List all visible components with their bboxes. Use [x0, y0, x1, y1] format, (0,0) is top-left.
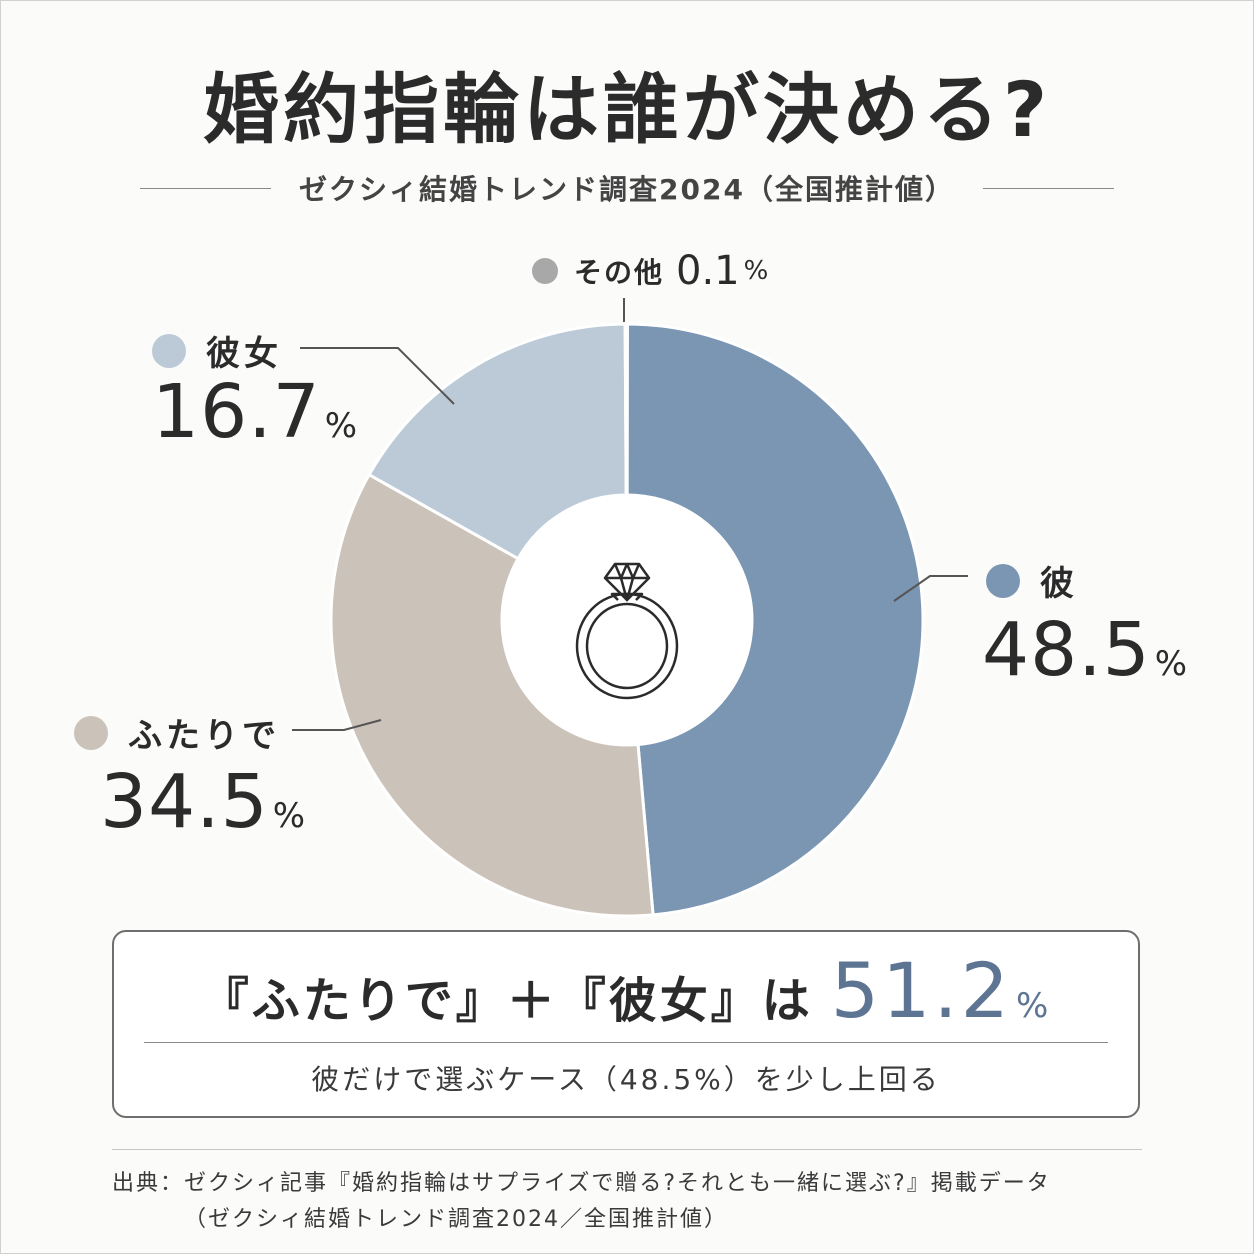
page-title: 婚約指輪は誰が決める? — [202, 65, 1052, 154]
category-kare: 彼 — [1040, 564, 1078, 604]
source-note: 出典：ゼクシィ記事『婚約指輪はサプライズで贈る?それとも一緒に選ぶ?』掲載データ… — [112, 1166, 1051, 1238]
legend-dot-other — [532, 258, 558, 284]
label-kanojo: 彼女 16.7% — [152, 326, 357, 455]
donut-hole — [502, 495, 752, 745]
source-line1: 出典：ゼクシィ記事『婚約指輪はサプライズで贈る?それとも一緒に選ぶ?』掲載データ — [112, 1171, 1051, 1196]
percent-sign-kanojo: % — [324, 406, 358, 446]
summary-line1: 『ふたりで』＋『彼女』は 51.2 % — [114, 946, 1138, 1035]
summary-prefix: 『ふたりで』＋『彼女』は — [200, 973, 813, 1029]
percent-sign-futaride: % — [272, 796, 306, 836]
subtitle-rule-left — [140, 187, 272, 189]
summary-box: 『ふたりで』＋『彼女』は 51.2 % 彼だけで選ぶケース（48.5%）を少し上… — [112, 930, 1140, 1118]
category-other: その他 — [574, 256, 665, 289]
leader-line-futaride — [292, 719, 382, 731]
subtitle: ゼクシィ結婚トレンド調査2024（全国推計値） — [299, 173, 955, 206]
summary-divider — [144, 1042, 1108, 1043]
donut-slices — [329, 322, 925, 918]
value-kanojo: 16.7 — [152, 369, 321, 455]
legend-dot-kare — [986, 563, 1020, 598]
value-other: 0.1 — [676, 248, 740, 294]
summary-highlight-value: 51.2 — [830, 946, 1012, 1035]
percent-sign-kare: % — [1154, 644, 1188, 684]
subtitle-rule-right — [982, 187, 1114, 189]
slice-other — [623, 322, 629, 497]
source-line2: （ゼクシィ結婚トレンド調査2024／全国推計値） — [184, 1207, 728, 1232]
label-other: その他 0.1% — [532, 248, 768, 294]
label-kare: 彼 48.5% — [982, 556, 1188, 693]
summary-line2: 彼だけで選ぶケース（48.5%）を少し上回る — [311, 1063, 941, 1096]
label-futaride: ふたりで 34.5% — [74, 708, 305, 845]
category-futaride: ふたりで — [128, 716, 280, 756]
ring-icon — [575, 562, 679, 700]
leader-line-kare — [893, 575, 968, 602]
subtitle-row: ゼクシィ結婚トレンド調査2024（全国推計値） — [140, 164, 1114, 212]
legend-dot-futaride — [74, 715, 108, 750]
legend-dot-kanojo — [152, 333, 186, 368]
value-kare: 48.5 — [982, 607, 1151, 693]
value-futaride: 34.5 — [100, 759, 269, 845]
leader-line-kanojo — [300, 347, 455, 405]
summary-highlight-unit: % — [1015, 986, 1052, 1026]
category-kanojo: 彼女 — [206, 334, 282, 374]
percent-sign-other: % — [743, 256, 769, 286]
source-rule — [112, 1149, 1142, 1150]
